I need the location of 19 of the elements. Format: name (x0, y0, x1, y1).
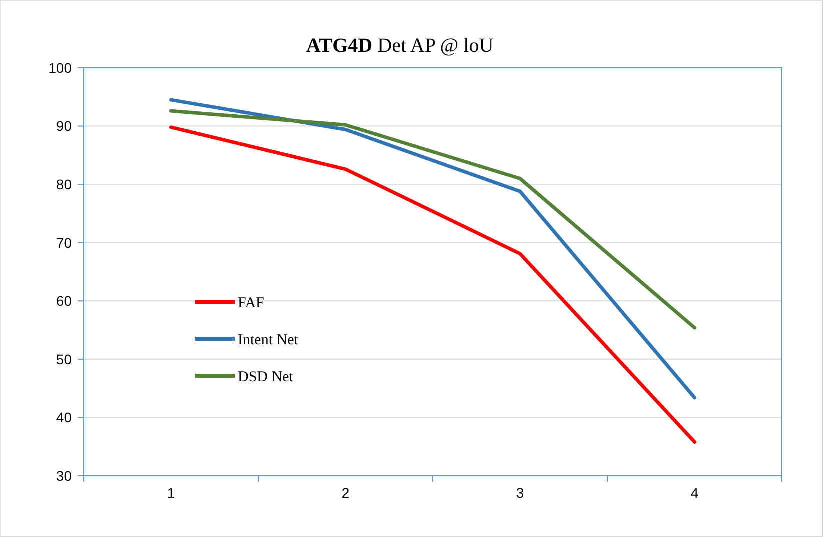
y-tick-label: 40 (56, 410, 72, 426)
y-tick-label: 80 (56, 176, 72, 192)
y-tick-label: 100 (48, 60, 72, 76)
legend-label: FAF (238, 295, 264, 312)
line-series (170, 126, 696, 444)
x-tick-label: 3 (516, 485, 524, 501)
legend-label: DSD Net (238, 369, 294, 386)
y-tick-label: 50 (56, 351, 72, 368)
y-tick-label: 70 (56, 234, 72, 251)
x-tick-label: 4 (690, 485, 699, 501)
y-tick-label: 90 (56, 118, 72, 134)
legend-label: Intent Net (238, 332, 300, 348)
line-series (170, 98, 696, 400)
line-series (170, 109, 696, 330)
y-tick-label: 30 (56, 468, 72, 484)
chart-title: ATG4D Det AP @ loU (306, 35, 494, 57)
x-tick-label: 2 (342, 485, 350, 501)
x-tick-label: 1 (167, 485, 176, 501)
y-tick-label: 60 (56, 293, 72, 310)
